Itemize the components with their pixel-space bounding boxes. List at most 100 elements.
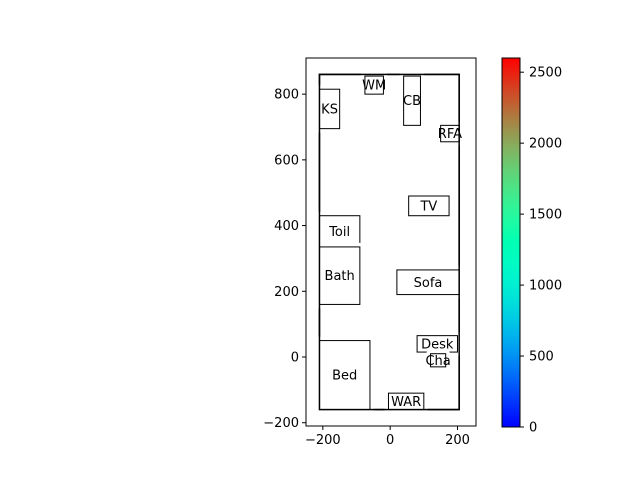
heat-cell xyxy=(397,249,401,253)
heat-cell xyxy=(410,229,414,233)
heat-cell xyxy=(333,324,337,328)
heat-cell xyxy=(414,321,418,325)
heat-cell xyxy=(437,186,441,190)
heat-cell xyxy=(441,166,445,170)
heat-cell xyxy=(340,186,344,190)
heat-cell xyxy=(343,78,347,82)
heat-cell xyxy=(417,170,421,174)
heat-cell xyxy=(383,331,387,335)
heat-cell xyxy=(377,114,381,118)
heat-cell xyxy=(420,232,424,236)
heat-cell xyxy=(356,107,360,111)
heat-cell xyxy=(377,255,381,259)
heat-cell xyxy=(383,222,387,226)
heat-cell xyxy=(410,262,414,266)
heat-cell xyxy=(404,377,408,381)
heat-cell xyxy=(444,160,448,164)
heat-cell xyxy=(333,147,337,151)
heat-cell xyxy=(367,268,371,272)
heat-cell xyxy=(441,249,445,253)
heat-cell xyxy=(397,183,401,187)
heat-cell xyxy=(414,311,418,315)
heat-cell xyxy=(326,78,330,82)
heat-cell xyxy=(414,262,418,266)
heat-cell xyxy=(417,143,421,147)
heat-cell xyxy=(400,262,404,266)
heat-cell xyxy=(380,147,384,151)
heat-cell xyxy=(441,81,445,85)
heat-cell xyxy=(356,94,360,98)
heat-cell xyxy=(380,235,384,239)
heat-cell xyxy=(350,196,354,200)
heat-cell xyxy=(353,331,357,335)
heat-cell xyxy=(367,153,371,157)
heat-cell xyxy=(367,203,371,207)
heat-cell xyxy=(330,331,334,335)
heat-cell xyxy=(454,262,458,266)
heat-cell xyxy=(451,232,455,236)
heat-cell xyxy=(377,245,381,249)
heat-cell xyxy=(451,364,455,368)
heat-cell xyxy=(447,94,451,98)
heat-cell xyxy=(454,196,458,200)
heat-cell xyxy=(420,229,424,233)
heat-cell xyxy=(397,235,401,239)
heat-cell xyxy=(353,117,357,121)
heat-cell xyxy=(400,166,404,170)
heat-cell xyxy=(343,160,347,164)
heat-cell xyxy=(390,101,394,105)
heat-cell xyxy=(434,242,438,246)
heat-cell xyxy=(454,101,458,105)
heat-cell xyxy=(431,327,435,331)
heat-cell xyxy=(380,364,384,368)
heat-cell xyxy=(400,301,404,305)
heat-cell xyxy=(394,235,398,239)
heat-cell xyxy=(394,357,398,361)
heat-cell xyxy=(390,377,394,381)
heat-cell xyxy=(387,288,391,292)
heat-cell xyxy=(454,324,458,328)
heat-cell xyxy=(380,186,384,190)
heat-cell xyxy=(380,212,384,216)
heat-cell xyxy=(387,331,391,335)
heat-cell xyxy=(333,311,337,315)
heat-cell xyxy=(410,157,414,161)
heat-cell xyxy=(431,101,435,105)
heat-cell xyxy=(326,137,330,141)
heat-cell xyxy=(400,327,404,331)
heat-cell xyxy=(414,173,418,177)
heat-cell xyxy=(370,262,374,266)
heat-cell xyxy=(407,147,411,151)
heat-cell xyxy=(390,209,394,213)
heat-cell xyxy=(363,166,367,170)
heat-cell xyxy=(356,311,360,315)
heat-cell xyxy=(431,78,435,82)
heat-cell xyxy=(431,88,435,92)
heat-cell xyxy=(343,186,347,190)
heat-cell xyxy=(441,304,445,308)
heat-cell xyxy=(404,143,408,147)
heat-cell xyxy=(441,183,445,187)
heat-cell xyxy=(394,258,398,262)
heat-cell xyxy=(454,153,458,157)
heat-cell xyxy=(383,350,387,354)
heat-cell xyxy=(397,377,401,381)
heat-cell xyxy=(420,324,424,328)
heat-cell xyxy=(377,377,381,381)
heat-cell xyxy=(417,147,421,151)
heat-cell xyxy=(420,301,424,305)
heat-cell xyxy=(377,324,381,328)
heat-cell xyxy=(373,212,377,216)
heat-cell xyxy=(336,189,340,193)
heat-cell xyxy=(407,364,411,368)
heat-cell xyxy=(394,199,398,203)
heat-cell xyxy=(350,111,354,115)
heat-cell xyxy=(377,189,381,193)
heat-cell xyxy=(350,170,354,174)
heat-cell xyxy=(323,314,327,318)
heat-cell xyxy=(387,170,391,174)
heat-cell xyxy=(323,311,327,315)
heat-cell xyxy=(377,101,381,105)
heat-cell xyxy=(434,226,438,230)
heat-cell xyxy=(434,252,438,256)
